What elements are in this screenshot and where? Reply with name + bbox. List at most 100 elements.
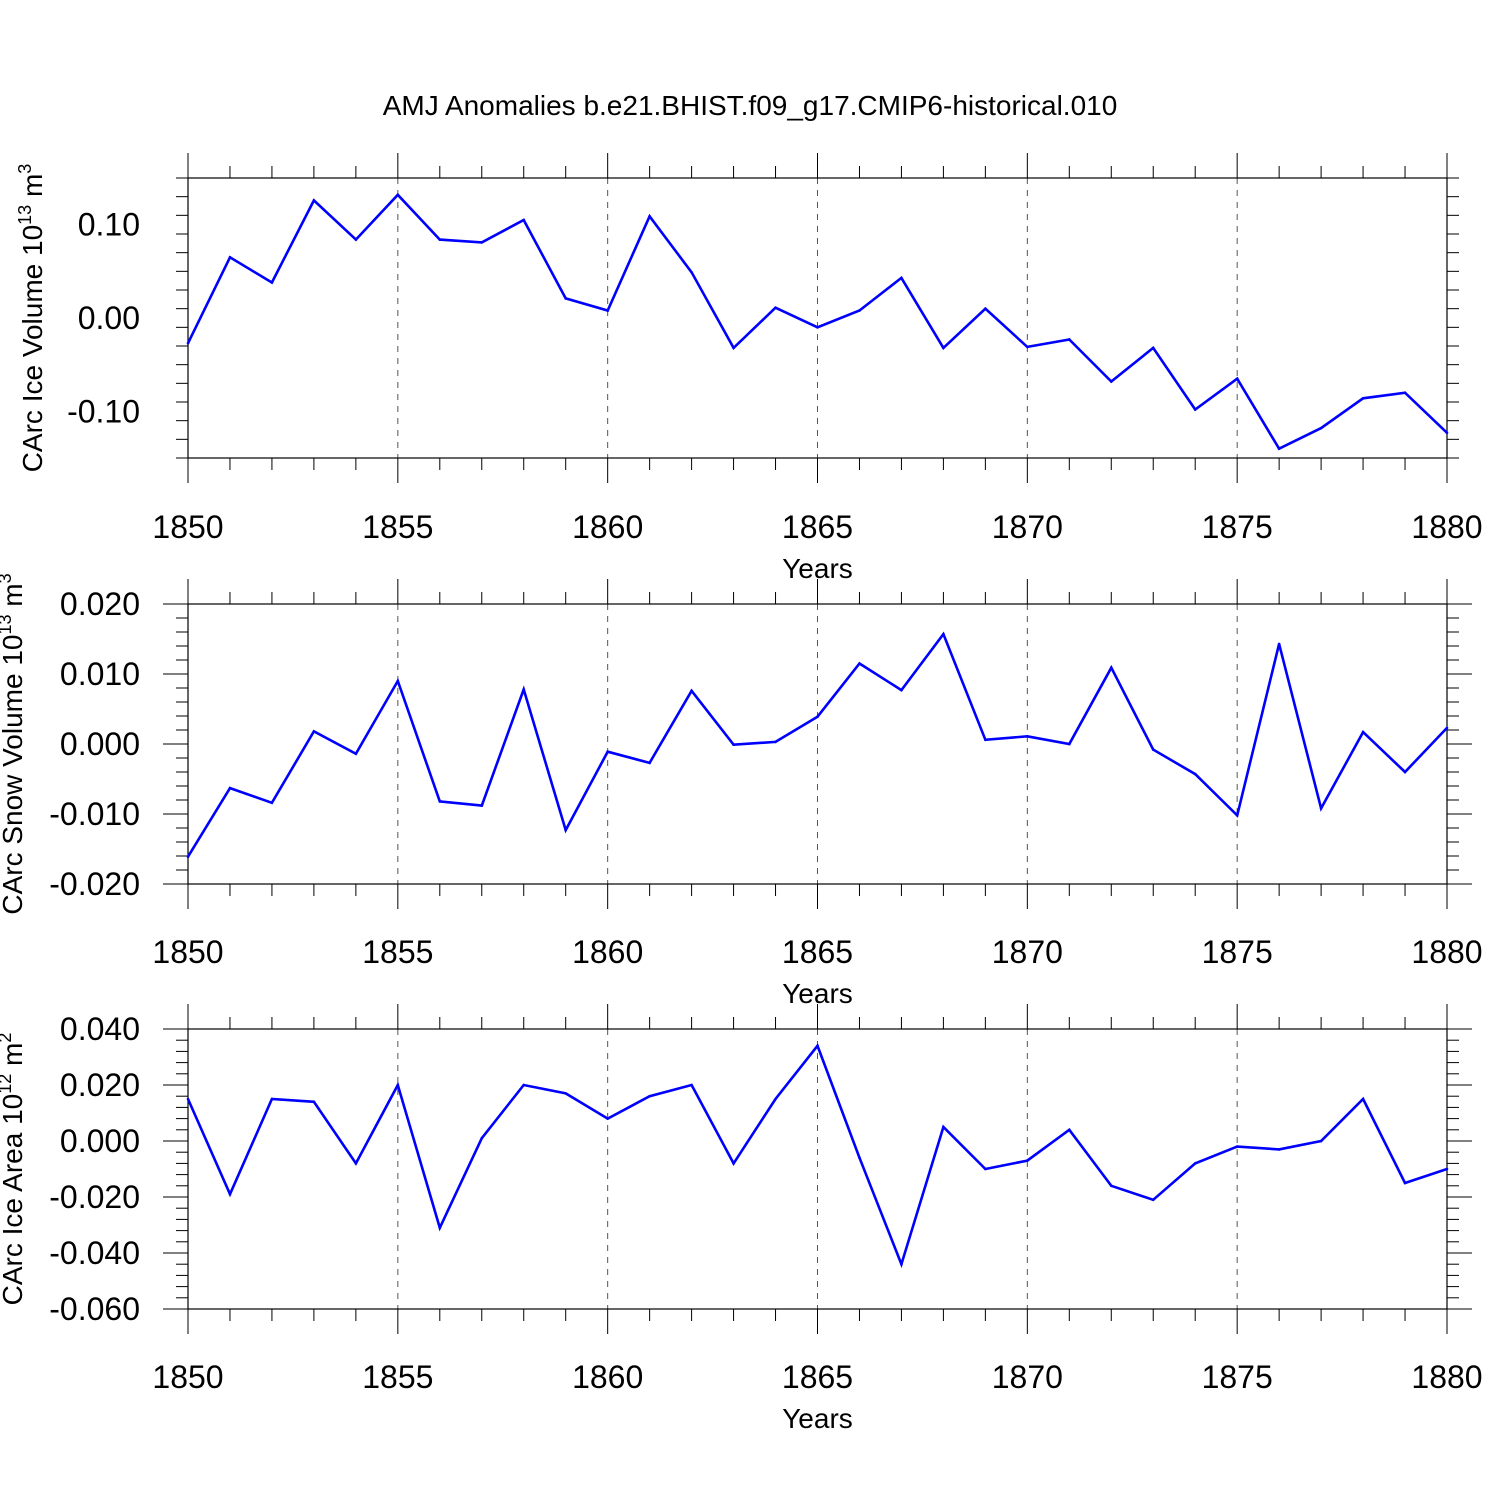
data-point: [1151, 748, 1155, 751]
data-point: [228, 1192, 232, 1196]
data-point: [1361, 396, 1365, 400]
data-point: [690, 689, 693, 693]
data-point: [606, 750, 609, 753]
y-tick-label: 0.020: [60, 586, 140, 622]
data-point: [1361, 1097, 1365, 1101]
y-axis-title-main: CArc Snow Volume 10: [0, 635, 28, 915]
data-point: [942, 346, 945, 350]
x-tick-label: 1850: [152, 1359, 223, 1395]
data-point: [522, 218, 526, 222]
data-point: [438, 800, 442, 803]
figure-title: AMJ Anomalies b.e21.BHIST.f09_g17.CMIP6-…: [383, 90, 1118, 121]
data-point: [1109, 666, 1113, 669]
data-point: [1109, 380, 1113, 383]
y-axis-title-unit-exp: 3: [0, 573, 15, 583]
data-point: [774, 740, 777, 744]
x-tick-label: 1880: [1411, 1359, 1482, 1395]
x-tick-label: 1850: [152, 934, 223, 970]
data-point: [774, 306, 777, 310]
data-point: [900, 276, 903, 280]
data-point: [270, 1097, 274, 1101]
data-point: [1361, 730, 1365, 734]
data-point: [312, 1100, 316, 1104]
y-tick-label: 0.010: [60, 656, 140, 692]
data-point: [984, 307, 987, 310]
x-tick-label: 1875: [1202, 509, 1273, 545]
x-tick-label: 1850: [152, 509, 223, 545]
x-axis-title: Years: [782, 553, 853, 584]
data-point: [816, 1044, 819, 1048]
x-tick-label: 1855: [362, 934, 433, 970]
data-point: [1235, 377, 1239, 380]
y-tick-label: 0.000: [60, 726, 140, 762]
data-point: [774, 1097, 777, 1101]
data-point: [396, 679, 400, 683]
data-point: [1445, 726, 1449, 730]
data-point: [1193, 772, 1197, 776]
y-axis-title-main: CArc Ice Area 10: [0, 1094, 28, 1306]
data-point: [1319, 807, 1323, 810]
data-point: [186, 855, 190, 858]
data-point: [480, 1136, 484, 1140]
x-tick-label: 1860: [572, 509, 643, 545]
x-axis-title: Years: [782, 978, 853, 1009]
data-point: [522, 1083, 526, 1087]
data-point: [942, 632, 945, 636]
y-tick-label: 0.040: [60, 1011, 140, 1047]
x-tick-label: 1855: [362, 1359, 433, 1395]
data-point: [984, 1167, 987, 1171]
chart-panel-1: 0.10 0.00 -0.10 1850 1855 1860 1865 1870 1875 188…: [15, 153, 1483, 584]
data-point: [1026, 735, 1029, 738]
data-point: [732, 346, 735, 350]
data-point: [606, 1117, 609, 1120]
chart-panel-3: 0.040 0.020 0.000 -0.020 -0.040 -0.060 1850 185…: [0, 1004, 1483, 1434]
x-tick-label: 1870: [992, 1359, 1063, 1395]
y-axis-title: CArc Ice Volume 1013 m3: [15, 164, 48, 473]
y-axis-title-unit-exp: 2: [0, 1033, 15, 1043]
data-point: [858, 309, 861, 312]
y-tick-label: -0.020: [49, 866, 140, 902]
data-point: [186, 341, 190, 345]
chart-panel-2: 0.020 0.010 0.000 -0.010 -0.020 1850 1855 1860 1…: [0, 573, 1483, 1009]
y-axis-title-exp: 13: [0, 614, 15, 634]
data-point: [1151, 346, 1155, 350]
data-point: [648, 214, 651, 218]
data-point: [732, 743, 735, 746]
data-point: [1109, 1184, 1113, 1188]
x-tick-label: 1865: [782, 1359, 853, 1395]
data-point: [1319, 1139, 1323, 1143]
data-point: [1235, 814, 1239, 817]
data-point: [1235, 1145, 1239, 1148]
data-point: [480, 241, 484, 244]
data-point: [564, 828, 567, 832]
data-point: [228, 786, 232, 790]
x-tick-label: 1855: [362, 509, 433, 545]
data-point: [312, 730, 316, 733]
y-axis-title-exp: 13: [15, 205, 35, 225]
x-tick-label: 1860: [572, 1359, 643, 1395]
x-tick-label: 1880: [1411, 934, 1482, 970]
x-tick-label: 1865: [782, 509, 853, 545]
y-axis-title-unit: m: [0, 583, 28, 614]
data-point: [564, 1092, 567, 1095]
data-point: [858, 1156, 861, 1160]
data-point: [186, 1097, 190, 1101]
y-tick-label: -0.040: [49, 1235, 140, 1271]
y-tick-label: -0.10: [67, 393, 140, 429]
data-point: [1403, 1181, 1407, 1185]
y-axis-title: CArc Ice Area 1012 m2: [0, 1033, 28, 1306]
data-point: [354, 752, 358, 756]
data-point: [228, 256, 232, 259]
data-point: [354, 238, 358, 241]
data-point: [816, 326, 819, 329]
data-point: [1277, 642, 1281, 646]
data-point: [690, 270, 693, 274]
data-point: [900, 688, 903, 692]
y-tick-label: -0.020: [49, 1179, 140, 1215]
data-point: [1068, 1128, 1071, 1132]
x-tick-label: 1860: [572, 934, 643, 970]
data-point: [438, 1226, 442, 1230]
data-point: [1068, 338, 1071, 341]
y-tick-label: 0.00: [78, 300, 140, 336]
